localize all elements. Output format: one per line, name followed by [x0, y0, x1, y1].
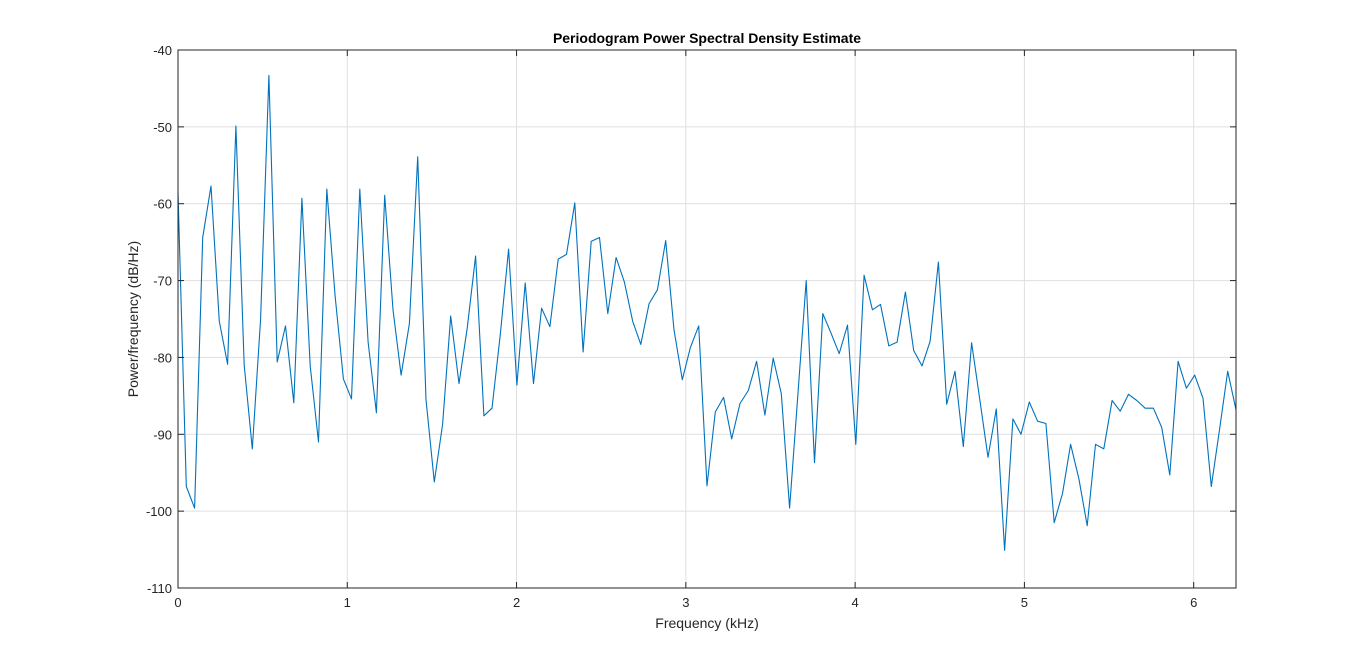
y-tick-label: -70: [153, 274, 172, 289]
axes-box: [177, 49, 1237, 589]
x-axis-label: Frequency (kHz): [655, 615, 758, 631]
y-tick-label: -80: [153, 350, 172, 365]
y-tick-label: -100: [146, 504, 172, 519]
tick-marks: [177, 49, 1236, 589]
y-axis-label: Power/frequency (dB/Hz): [125, 241, 141, 397]
y-tick-label: -40: [153, 43, 172, 58]
x-tick-label: 1: [344, 595, 351, 610]
y-tick-labels: -40 -50 -60 -70 -80 -90 -100 -110: [146, 43, 172, 596]
x-tick-label: 5: [1021, 595, 1028, 610]
y-tick-label: -90: [153, 427, 172, 442]
y-tick-label: -50: [153, 120, 172, 135]
x-tick-label: 2: [513, 595, 520, 610]
y-tick-label: -60: [153, 197, 172, 212]
x-tick-label: 6: [1190, 595, 1197, 610]
series-line-0: [177, 74, 1237, 551]
series-group: [177, 74, 1237, 551]
chart-title: Periodogram Power Spectral Density Estim…: [553, 30, 861, 46]
x-tick-label: 4: [852, 595, 859, 610]
x-tick-label: 0: [174, 595, 181, 610]
x-tick-labels: 0 1 2 3 4 5 6: [174, 595, 1197, 610]
y-tick-label: -110: [147, 581, 172, 596]
plot-area: [178, 50, 1236, 588]
x-tick-label: 3: [682, 595, 689, 610]
